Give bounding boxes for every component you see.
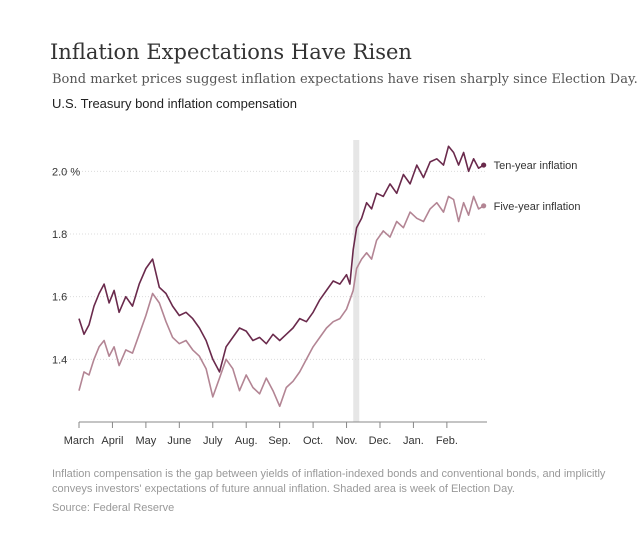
x-tick-label: June [167, 435, 191, 447]
y-tick-label: 1.6 [52, 292, 67, 304]
x-tick-label: Nov. [336, 435, 358, 447]
x-tick-label: May [135, 435, 156, 447]
five-year-inflation-label: Five-year inflation [494, 201, 581, 213]
ten-year-inflation-line [78, 145, 485, 373]
x-tick-label: Sep. [268, 435, 291, 447]
chart-note: Inflation compensation is the gap betwee… [52, 468, 606, 495]
ten-year-inflation-end-marker [481, 162, 487, 168]
five-year-inflation-line [78, 195, 485, 408]
y-tick-label: 2.0 % [52, 166, 80, 178]
chart-heading: U.S. Treasury bond inflation compensatio… [52, 96, 297, 111]
election-week-shading [353, 140, 360, 422]
x-tick-label: July [203, 435, 223, 447]
y-tick-label: 1.8 [52, 229, 67, 241]
x-tick-label: Oct. [303, 435, 323, 447]
x-tick-label: Aug. [235, 435, 258, 447]
x-tick-label: March [64, 435, 95, 447]
x-tick-label: Jan. [403, 435, 424, 447]
ten-year-inflation-label: Ten-year inflation [494, 160, 578, 172]
x-tick-label: Dec. [369, 435, 392, 447]
x-tick-label: April [101, 435, 123, 447]
y-tick-label: 1.4 [52, 354, 67, 366]
x-tick-label: Feb. [436, 435, 458, 447]
page-subtitle: Bond market prices suggest inflation exp… [52, 72, 638, 87]
page-title: Inflation Expectations Have Risen [50, 40, 412, 64]
source-note: Source: Federal Reserve [52, 502, 175, 514]
five-year-inflation-end-marker [481, 203, 487, 209]
